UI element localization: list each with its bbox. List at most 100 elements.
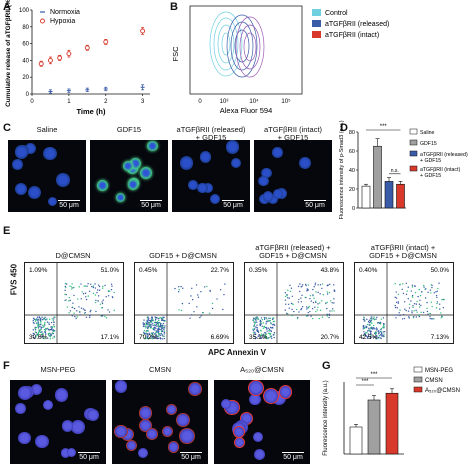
- flow-dot: [410, 300, 412, 302]
- cell: [272, 147, 283, 158]
- flow-dot: [157, 323, 159, 325]
- flow-dot: [150, 316, 153, 319]
- flow-dot: [255, 317, 258, 320]
- flow-dot: [437, 287, 439, 290]
- flow-dot: [307, 311, 309, 314]
- flow-dot: [395, 291, 397, 293]
- flow-dot: [383, 333, 385, 335]
- flow-dot: [161, 319, 164, 322]
- flow-dot: [156, 330, 158, 332]
- cell: [14, 145, 29, 159]
- flow-dot: [273, 336, 275, 339]
- flow-dot: [368, 319, 371, 321]
- flow-dot: [300, 297, 302, 299]
- flow-dot: [265, 333, 267, 335]
- flow-dot: [222, 308, 224, 311]
- flow-dot: [50, 326, 52, 328]
- flow-dot: [154, 316, 156, 318]
- flow-dot: [380, 333, 383, 335]
- flow-dot: [147, 333, 149, 336]
- d-legend-swatch: [409, 150, 418, 157]
- flow-dot: [416, 300, 418, 303]
- flow-dot: [110, 283, 113, 285]
- quadrant-ll-percent: 30.8%: [29, 334, 48, 341]
- flow-dot: [145, 337, 147, 339]
- quadrant-ll-percent: 42.5%: [359, 334, 378, 341]
- flow-dot: [188, 302, 190, 305]
- flow-dot: [158, 319, 160, 322]
- flow-dot: [113, 309, 115, 312]
- flow-xlabel: Alexa Fluor 594: [220, 106, 273, 115]
- flow-dot: [298, 311, 300, 313]
- g-sig-label: ***: [361, 379, 369, 385]
- flow-dot: [331, 310, 333, 312]
- scale-bar-label: 50 μm: [305, 202, 325, 209]
- flow-dot: [333, 289, 336, 291]
- flow-dot: [151, 318, 154, 320]
- flow-dot: [48, 332, 51, 335]
- flow-dot: [309, 294, 312, 297]
- d-bar: [396, 183, 405, 209]
- flow-dot: [373, 324, 375, 327]
- flow-dot: [296, 317, 299, 320]
- quadrant-lr-percent: 7.13%: [431, 334, 450, 341]
- flow-dot: [181, 302, 184, 305]
- quadrant-lr-percent: 17.1%: [101, 334, 120, 341]
- legend-intact: aTGFβRII (intact): [325, 32, 379, 39]
- flow-e-plot-0: 1.09% 51.0% 30.8% 17.1%: [24, 262, 124, 344]
- flow-dot: [307, 289, 310, 291]
- flow-dot: [430, 292, 432, 294]
- flow-dot: [377, 336, 380, 339]
- flow-dot: [300, 309, 302, 311]
- psmad3-chart-svg: 0 20 40 60 80 Fluorescence intensity of p-Sma…: [339, 120, 468, 219]
- flow-dot: [92, 285, 95, 287]
- flow-dot: [89, 314, 91, 317]
- flow-dot: [101, 315, 103, 317]
- cell: [35, 435, 49, 449]
- cell: [146, 140, 158, 152]
- flow-dot: [145, 322, 148, 325]
- flow-dot: [266, 319, 268, 321]
- cell: [97, 179, 109, 191]
- flow-dot: [79, 311, 81, 313]
- flow-dot: [326, 291, 328, 293]
- cell: [258, 175, 270, 187]
- flow-dot: [438, 303, 441, 305]
- flow-dot: [379, 334, 382, 336]
- flow-dot: [307, 307, 309, 309]
- cell: [18, 431, 31, 445]
- flow-dot: [53, 326, 55, 328]
- flow-dot: [144, 325, 147, 327]
- flow-dot: [73, 294, 75, 297]
- panel-label-f: F: [3, 360, 10, 372]
- flow-dot: [85, 298, 88, 301]
- flow-dot: [253, 325, 255, 328]
- cell: [140, 167, 153, 180]
- flow-dot: [163, 328, 165, 331]
- flow-dot: [110, 288, 113, 291]
- flow-dot: [190, 314, 193, 316]
- flow-dot: [370, 336, 372, 338]
- flow-dot: [161, 325, 164, 327]
- flow-dot: [317, 303, 319, 305]
- flow-dot: [95, 310, 97, 313]
- cell: [24, 143, 36, 155]
- d-legend-swatch: [409, 165, 418, 172]
- flow-dot: [162, 327, 164, 329]
- flow-dot: [418, 314, 420, 317]
- flow-dot: [192, 298, 194, 301]
- flow-dot: [145, 331, 147, 333]
- flow-dot: [199, 316, 201, 319]
- a-point-hypoxia: [47, 57, 53, 63]
- flow-dot: [370, 321, 372, 324]
- flow-dot: [152, 332, 154, 334]
- flow-dot: [288, 297, 290, 299]
- flow-dot: [268, 317, 270, 320]
- flow-dot: [269, 336, 271, 339]
- flow-dot: [375, 318, 377, 320]
- flow-dot: [32, 329, 34, 331]
- flow-dot: [267, 320, 269, 322]
- flow-dot: [50, 328, 52, 331]
- cell: [247, 380, 264, 397]
- micrograph-F-0: 50 μm: [10, 380, 106, 464]
